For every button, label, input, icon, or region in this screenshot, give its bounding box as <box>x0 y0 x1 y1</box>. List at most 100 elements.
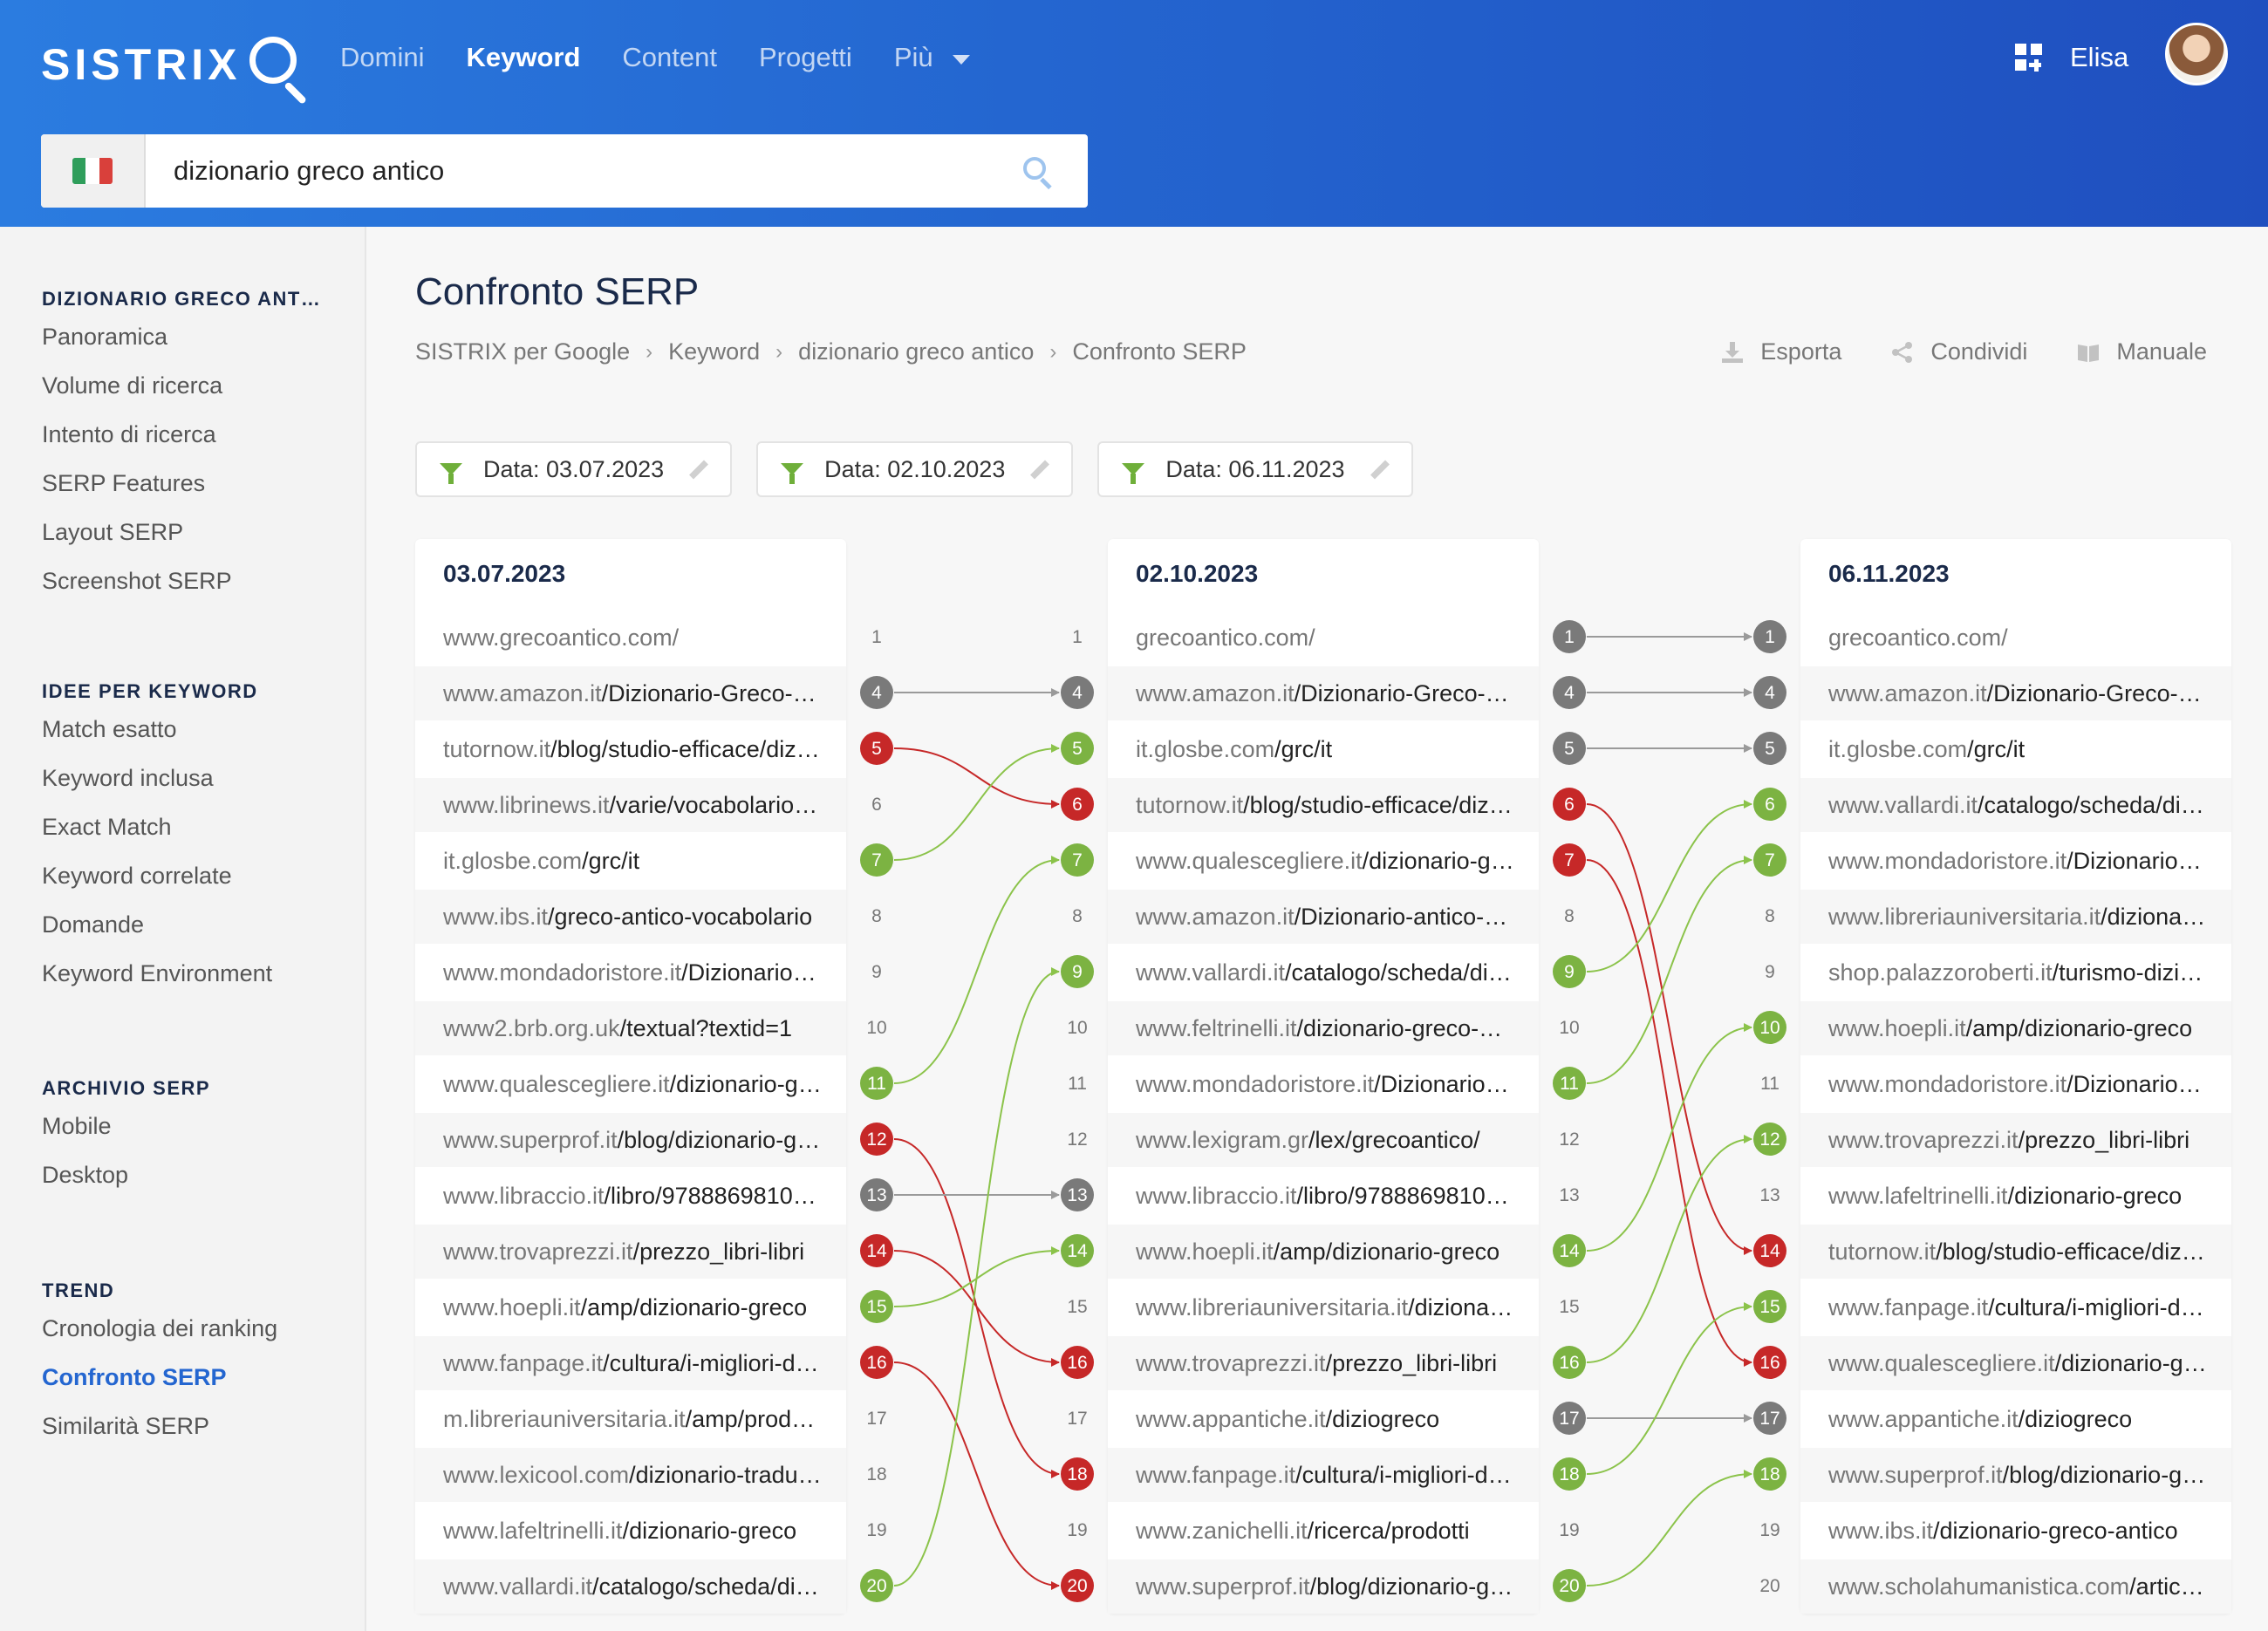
sidebar-item[interactable]: Desktop <box>42 1162 129 1188</box>
sidebar-item[interactable]: Volume di ricerca <box>42 372 223 399</box>
sidebar-item[interactable]: Intento di ricerca <box>42 421 216 447</box>
serp-result-row[interactable]: grecoantico.com/ <box>1108 609 1539 665</box>
svg-text:16: 16 <box>1067 1353 1087 1373</box>
nav-content[interactable]: Content <box>622 42 717 72</box>
nav-domini[interactable]: Domini <box>340 42 425 72</box>
sidebar-item[interactable]: Keyword inclusa <box>42 765 214 791</box>
date-filter-1[interactable]: Data: 03.07.2023 <box>415 441 733 497</box>
serp-result-row[interactable]: it.glosbe.com/grc/it <box>415 832 846 888</box>
serp-result-row[interactable]: www.libreriauniversitaria.it/dizionario <box>1108 1279 1539 1334</box>
serp-result-row[interactable]: it.glosbe.com/grc/it <box>1800 720 2231 776</box>
sidebar-item[interactable]: Confronto SERP <box>42 1364 227 1390</box>
serp-result-row[interactable]: www.appantiche.it/diziogreco <box>1800 1390 2231 1446</box>
serp-result-row[interactable]: www.lafeltrinelli.it/dizionario-greco <box>415 1502 846 1558</box>
serp-result-row[interactable]: www.libraccio.it/libro/9788869810000 <box>415 1167 846 1223</box>
nav-keyword[interactable]: Keyword <box>466 42 581 72</box>
nav-piu[interactable]: Più <box>894 38 970 77</box>
serp-result-row[interactable]: tutornow.it/blog/studio-efficace/diziona… <box>415 720 846 776</box>
breadcrumb-item[interactable]: dizionario greco antico <box>798 338 1035 365</box>
serp-column: 03.07.2023 www.grecoantico.com/www.amazon… <box>415 539 846 1614</box>
share-button[interactable]: Condividi <box>1890 338 2027 365</box>
breadcrumb-item[interactable]: Keyword <box>668 338 761 365</box>
serp-result-row[interactable]: www.fanpage.it/cultura/i-migliori-dizion… <box>415 1334 846 1390</box>
sidebar-item[interactable]: Match esatto <box>42 716 177 742</box>
search-icon[interactable] <box>1023 157 1053 190</box>
serp-result-row[interactable]: www.fanpage.it/cultura/i-migliori-dizion… <box>1800 1279 2231 1334</box>
serp-result-row[interactable]: www.qualescegliere.it/dizionario-greco <box>415 1055 846 1111</box>
breadcrumb-item[interactable]: SISTRIX per Google <box>415 338 631 365</box>
serp-result-row[interactable]: www.scholahumanistica.com/articolo <box>1800 1558 2231 1614</box>
date-filter-3[interactable]: Data: 06.11.2023 <box>1097 441 1413 497</box>
serp-result-row[interactable]: www.hoepli.it/amp/dizionario-greco <box>415 1279 846 1334</box>
serp-result-row[interactable]: www.trovaprezzi.it/prezzo_libri-libri <box>1108 1334 1539 1390</box>
serp-result-row[interactable]: www.lexigram.gr/lex/grecoantico/ <box>1108 1111 1539 1167</box>
serp-result-row[interactable]: www.librinews.it/varie/vocabolario-greco <box>415 776 846 832</box>
serp-result-row[interactable]: www.mondadoristore.it/Dizionario-greco <box>1800 832 2231 888</box>
sidebar-item[interactable]: Keyword Environment <box>42 960 273 986</box>
serp-result-row[interactable]: www.ibs.it/dizionario-greco-antico <box>1800 1502 2231 1558</box>
serp-result-row[interactable]: www.lexicool.com/dizionario-traduttore <box>415 1446 846 1502</box>
serp-result-row[interactable]: www.hoepli.it/amp/dizionario-greco <box>1108 1223 1539 1279</box>
sidebar-item[interactable]: Panoramica <box>42 324 168 350</box>
serp-result-row[interactable]: www.ibs.it/greco-antico-vocabolario <box>415 888 846 944</box>
serp-result-row[interactable]: www.vallardi.it/catalogo/scheda/dizionar… <box>415 1558 846 1614</box>
serp-result-row[interactable]: www.vallardi.it/catalogo/scheda/dizionar… <box>1800 776 2231 832</box>
sidebar-item[interactable]: Similarità SERP <box>42 1413 210 1439</box>
manual-button[interactable]: Manuale <box>2076 338 2207 365</box>
serp-result-row[interactable]: www.feltrinelli.it/dizionario-greco-anti… <box>1108 1000 1539 1055</box>
position-badge: 20 <box>1759 1576 1780 1596</box>
svg-text:14: 14 <box>1759 1241 1780 1261</box>
serp-result-row[interactable]: www.mondadoristore.it/Dizionario-greco <box>1800 1055 2231 1111</box>
sidebar-item[interactable]: Exact Match <box>42 814 172 840</box>
serp-result-row[interactable]: tutornow.it/blog/studio-efficace/diziona… <box>1108 776 1539 832</box>
user-name[interactable]: Elisa <box>2070 42 2129 72</box>
apps-grid-icon[interactable] <box>2015 44 2043 72</box>
country-selector[interactable] <box>41 134 146 208</box>
export-button[interactable]: Esporta <box>1720 338 1841 365</box>
sidebar-item[interactable]: Mobile <box>42 1113 112 1139</box>
serp-result-row[interactable]: www.trovaprezzi.it/prezzo_libri-libri <box>415 1223 846 1279</box>
avatar[interactable] <box>2165 23 2228 85</box>
serp-result-row[interactable]: www.hoepli.it/amp/dizionario-greco <box>1800 1000 2231 1055</box>
serp-result-row[interactable]: www.amazon.it/Dizionario-Greco-Antico <box>415 665 846 720</box>
serp-result-row[interactable]: m.libreriauniversitaria.it/amp/prodotto <box>415 1390 846 1446</box>
serp-result-row[interactable]: tutornow.it/blog/studio-efficace/diziona… <box>1800 1223 2231 1279</box>
serp-result-row[interactable]: www.amazon.it/Dizionario-Greco-Antico <box>1800 665 2231 720</box>
serp-result-row[interactable]: www.grecoantico.com/ <box>415 609 846 665</box>
serp-result-row[interactable]: www.lafeltrinelli.it/dizionario-greco <box>1800 1167 2231 1223</box>
serp-result-row[interactable]: www.amazon.it/Dizionario-Greco-Antico <box>1108 665 1539 720</box>
serp-result-row[interactable]: www.qualescegliere.it/dizionario-greco <box>1800 1334 2231 1390</box>
position-badge: 18 <box>1753 1457 1786 1491</box>
serp-result-row[interactable]: www.qualescegliere.it/dizionario-greco <box>1108 832 1539 888</box>
serp-result-row[interactable]: www.libraccio.it/libro/9788869810000 <box>1108 1167 1539 1223</box>
serp-result-row[interactable]: www.trovaprezzi.it/prezzo_libri-libri <box>1800 1111 2231 1167</box>
main-nav: Domini Keyword Content Progetti Più <box>340 38 970 77</box>
serp-result-row[interactable]: it.glosbe.com/grc/it <box>1108 720 1539 776</box>
serp-result-row[interactable]: www.zanichelli.it/ricerca/prodotti <box>1108 1502 1539 1558</box>
sidebar-item[interactable]: Layout SERP <box>42 519 184 545</box>
serp-result-row[interactable]: www.appantiche.it/diziogreco <box>1108 1390 1539 1446</box>
serp-result-row[interactable]: www.mondadoristore.it/Dizionario-greco <box>415 944 846 1000</box>
svg-text:14: 14 <box>1067 1241 1088 1261</box>
sidebar-item[interactable]: Cronologia dei ranking <box>42 1315 278 1341</box>
serp-result-row[interactable]: grecoantico.com/ <box>1800 609 2231 665</box>
serp-result-row[interactable]: www.amazon.it/Dizionario-antico-greco <box>1108 888 1539 944</box>
sistrix-logo[interactable]: SISTRIX <box>41 30 309 106</box>
nav-progetti[interactable]: Progetti <box>758 42 852 72</box>
serp-result-row[interactable]: www.superprof.it/blog/dizionario-greco <box>1800 1446 2231 1502</box>
sidebar-item[interactable]: Domande <box>42 911 145 938</box>
serp-result-row[interactable]: www.mondadoristore.it/Dizionario-greco <box>1108 1055 1539 1111</box>
sidebar-item[interactable]: SERP Features <box>42 470 206 496</box>
serp-result-row[interactable]: www2.brb.org.uk/textual?textid=1 <box>415 1000 846 1055</box>
search-input[interactable] <box>146 134 1088 208</box>
serp-result-row[interactable]: www.libreriauniversitaria.it/dizionario <box>1800 888 2231 944</box>
serp-result-row[interactable]: www.superprof.it/blog/dizionario-greco <box>1108 1558 1539 1614</box>
filter-icon <box>1122 463 1145 484</box>
serp-result-row[interactable]: shop.palazzoroberti.it/turismo-dizionari… <box>1800 944 2231 1000</box>
date-filter-2[interactable]: Data: 02.10.2023 <box>756 441 1074 497</box>
serp-result-row[interactable]: www.superprof.it/blog/dizionario-greco <box>415 1111 846 1167</box>
sidebar-item[interactable]: Keyword correlate <box>42 863 232 889</box>
serp-result-row[interactable]: www.vallardi.it/catalogo/scheda/dizionar… <box>1108 944 1539 1000</box>
serp-result-row[interactable]: www.fanpage.it/cultura/i-migliori-dizion… <box>1108 1446 1539 1502</box>
sidebar-item[interactable]: Screenshot SERP <box>42 568 232 594</box>
